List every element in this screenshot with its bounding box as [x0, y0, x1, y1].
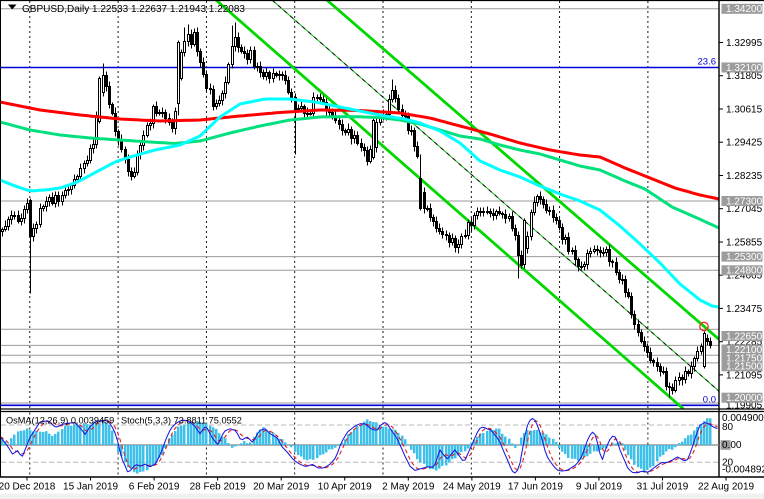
svg-text:1.30615: 1.30615 — [726, 104, 763, 115]
svg-text:24 May 2019: 24 May 2019 — [443, 482, 501, 493]
svg-text:1.24665: 1.24665 — [726, 271, 763, 282]
svg-text:23.6: 23.6 — [698, 57, 717, 68]
svg-text:20 Mar 2019: 20 Mar 2019 — [253, 482, 310, 493]
svg-text:20: 20 — [722, 458, 734, 469]
svg-text:1.22650: 1.22650 — [726, 331, 763, 342]
svg-text:1.22285: 1.22285 — [726, 337, 763, 348]
svg-text:22 Aug 2019: 22 Aug 2019 — [698, 482, 755, 493]
svg-text:10 Apr 2019: 10 Apr 2019 — [318, 482, 372, 493]
svg-text:1.19905: 1.19905 — [726, 401, 763, 412]
svg-text:1.28235: 1.28235 — [726, 171, 763, 182]
svg-text:28 Feb 2019: 28 Feb 2019 — [190, 482, 247, 493]
svg-text:1.29425: 1.29425 — [726, 138, 763, 149]
svg-text:1.23475: 1.23475 — [726, 304, 763, 315]
svg-text:GBPUSD,Daily 1.22533 1.22637: GBPUSD,Daily 1.22533 1.22637 1.21943 1.2… — [22, 4, 245, 15]
svg-text:1.21750: 1.21750 — [726, 353, 763, 364]
svg-text:1.27300: 1.27300 — [726, 196, 763, 207]
svg-text:2 May 2019: 2 May 2019 — [382, 482, 435, 493]
svg-text:1.32100: 1.32100 — [726, 63, 763, 74]
svg-text:0.0: 0.0 — [703, 394, 716, 405]
svg-text:0.00: 0.00 — [722, 440, 742, 451]
svg-text:80: 80 — [722, 422, 734, 433]
svg-text:OsMA(12,26,9) 0.0039459: OsMA(12,26,9) 0.0039459 — [6, 416, 114, 426]
svg-text:-0.004892: -0.004892 — [722, 465, 764, 476]
svg-text:1.25855: 1.25855 — [726, 237, 763, 248]
svg-text:Stoch(5,3,3) 73.8811 75.0552: Stoch(5,3,3) 73.8811 75.0552 — [121, 416, 242, 426]
svg-text:15 Jan 2019: 15 Jan 2019 — [63, 482, 118, 493]
svg-text:1.21095: 1.21095 — [726, 370, 763, 381]
svg-text:6 Feb 2019: 6 Feb 2019 — [129, 482, 180, 493]
svg-text:1.22100: 1.22100 — [726, 345, 763, 356]
svg-text:17 Jun 2019: 17 Jun 2019 — [508, 482, 563, 493]
svg-text:1.34200: 1.34200 — [726, 4, 763, 15]
svg-text:9 Jul 2019: 9 Jul 2019 — [576, 482, 623, 493]
svg-text:20 Dec 2018: 20 Dec 2018 — [0, 482, 56, 493]
svg-text:31 Jul 2019: 31 Jul 2019 — [637, 482, 689, 493]
svg-text:1.27045: 1.27045 — [726, 204, 763, 215]
svg-text:0.0049007: 0.0049007 — [722, 413, 764, 424]
svg-text:1.25300: 1.25300 — [726, 252, 763, 263]
svg-text:1.31805: 1.31805 — [726, 71, 763, 82]
svg-text:1.32995: 1.32995 — [726, 38, 763, 49]
svg-text:1.24800: 1.24800 — [726, 266, 763, 277]
svg-text:1.21500: 1.21500 — [726, 362, 763, 373]
svg-text:1.20000: 1.20000 — [726, 393, 763, 404]
